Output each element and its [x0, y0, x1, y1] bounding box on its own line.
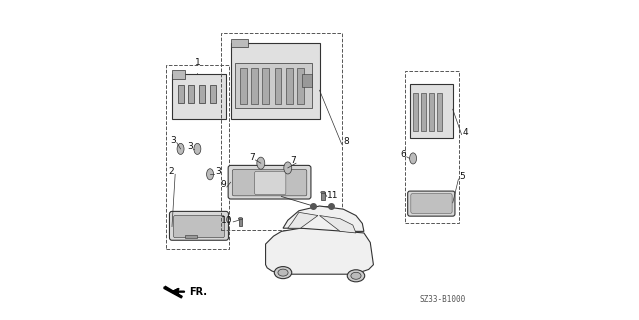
- FancyBboxPatch shape: [255, 172, 286, 195]
- Bar: [238, 218, 242, 226]
- Bar: [166, 65, 229, 249]
- Text: 2: 2: [169, 167, 174, 176]
- Bar: [413, 93, 418, 132]
- Text: 1: 1: [194, 58, 200, 67]
- Bar: [275, 68, 281, 105]
- Ellipse shape: [194, 143, 201, 155]
- Bar: [221, 33, 342, 230]
- Bar: [231, 43, 320, 119]
- Text: 10: 10: [220, 216, 232, 226]
- Polygon shape: [164, 287, 181, 298]
- Ellipse shape: [206, 169, 213, 180]
- Text: 3: 3: [215, 167, 220, 176]
- Bar: [172, 69, 185, 79]
- FancyBboxPatch shape: [174, 215, 224, 238]
- Bar: [240, 68, 247, 105]
- Ellipse shape: [177, 143, 184, 155]
- Bar: [188, 85, 194, 103]
- Ellipse shape: [284, 162, 292, 174]
- Bar: [405, 71, 459, 223]
- Ellipse shape: [238, 218, 243, 220]
- Text: 7: 7: [290, 156, 296, 165]
- Ellipse shape: [278, 269, 288, 276]
- Text: FR.: FR.: [189, 287, 208, 297]
- Bar: [421, 93, 426, 132]
- Bar: [199, 85, 204, 103]
- FancyArrowPatch shape: [173, 289, 184, 294]
- Text: 4: 4: [463, 128, 468, 137]
- Bar: [231, 39, 248, 47]
- Text: 3: 3: [187, 142, 192, 151]
- Polygon shape: [283, 206, 364, 231]
- Bar: [172, 74, 226, 119]
- Text: 7: 7: [249, 153, 254, 162]
- Polygon shape: [266, 228, 373, 274]
- Ellipse shape: [321, 191, 325, 194]
- Ellipse shape: [351, 272, 361, 279]
- Text: 3: 3: [171, 136, 176, 145]
- FancyBboxPatch shape: [232, 170, 307, 196]
- Bar: [235, 63, 312, 108]
- Bar: [185, 235, 197, 238]
- Text: 9: 9: [220, 180, 226, 189]
- Bar: [178, 85, 184, 103]
- Text: 5: 5: [459, 172, 465, 181]
- Ellipse shape: [274, 267, 292, 279]
- Ellipse shape: [347, 270, 365, 282]
- FancyBboxPatch shape: [228, 165, 311, 199]
- Polygon shape: [288, 212, 318, 228]
- Text: 6: 6: [401, 150, 406, 159]
- Text: 11: 11: [327, 191, 339, 200]
- Bar: [302, 74, 312, 87]
- FancyBboxPatch shape: [408, 191, 455, 216]
- FancyBboxPatch shape: [411, 194, 452, 213]
- Text: SZ33-B1000: SZ33-B1000: [419, 295, 465, 304]
- Bar: [410, 84, 453, 138]
- Bar: [437, 93, 442, 132]
- Polygon shape: [320, 215, 356, 233]
- Ellipse shape: [410, 153, 417, 164]
- Bar: [263, 68, 269, 105]
- Bar: [321, 192, 325, 200]
- Bar: [251, 68, 258, 105]
- Bar: [297, 68, 304, 105]
- Ellipse shape: [257, 157, 265, 169]
- Bar: [286, 68, 293, 105]
- FancyBboxPatch shape: [169, 212, 229, 240]
- Text: 8: 8: [343, 137, 349, 146]
- Bar: [429, 93, 434, 132]
- Bar: [210, 85, 216, 103]
